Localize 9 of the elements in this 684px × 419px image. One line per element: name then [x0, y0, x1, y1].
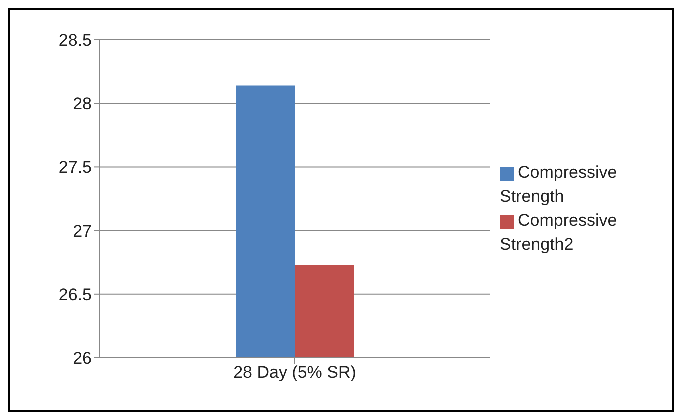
legend-label: Compressive Strength — [500, 163, 618, 206]
y-tick-label: 26 — [73, 349, 92, 368]
y-tick-label: 26.5 — [58, 285, 92, 304]
x-tick-label: 28 Day (5% SR) — [234, 363, 356, 382]
y-tick-label: 28.5 — [58, 31, 92, 50]
legend-label: Compressive Strength2 — [500, 211, 618, 254]
y-tick-label: 28 — [73, 94, 92, 114]
y-tick-label: 27.5 — [58, 158, 92, 178]
y-tick-label: 27 — [73, 222, 92, 241]
